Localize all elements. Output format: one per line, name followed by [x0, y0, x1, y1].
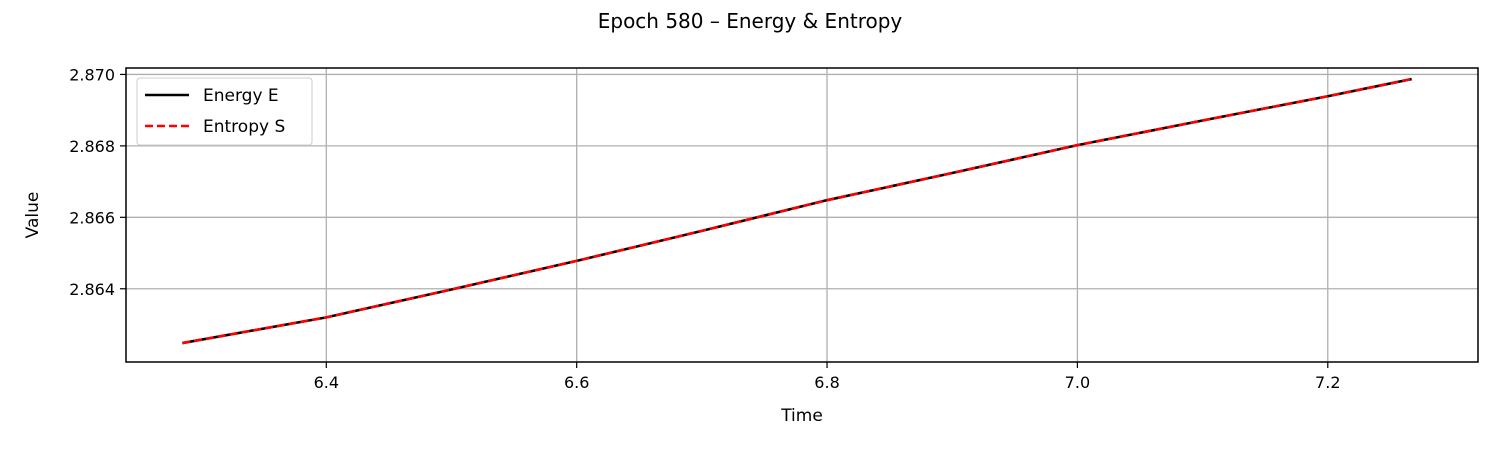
plot-frame	[125, 67, 1479, 363]
series-line-entropy	[182, 77, 1412, 345]
y-axis-label: Value	[23, 192, 43, 239]
x-tick-label: 6.4	[314, 373, 339, 392]
y-axis-ticks: 2.864 2.866 2.868 2.870	[69, 65, 126, 299]
y-tick-label: 2.868	[69, 137, 115, 156]
x-tick-label: 6.6	[564, 373, 589, 392]
legend: Energy E Entropy S	[136, 77, 313, 146]
x-tick-label: 7.0	[1065, 373, 1090, 392]
series-lines	[182, 77, 1412, 345]
x-axis-label: Time	[780, 406, 823, 426]
chart-title: Epoch 580 – Energy & Entropy	[598, 9, 903, 33]
y-tick-label: 2.864	[69, 280, 115, 299]
legend-label-entropy: Entropy S	[203, 117, 285, 137]
y-tick-label: 2.870	[69, 65, 115, 84]
grid-lines	[126, 68, 1478, 362]
x-axis-ticks: 6.4 6.6 6.8 7.0 7.2	[314, 362, 1341, 392]
x-tick-label: 7.2	[1315, 373, 1340, 392]
y-tick-label: 2.866	[69, 208, 115, 227]
x-tick-label: 6.8	[814, 373, 839, 392]
legend-label-energy: Energy E	[203, 86, 279, 106]
